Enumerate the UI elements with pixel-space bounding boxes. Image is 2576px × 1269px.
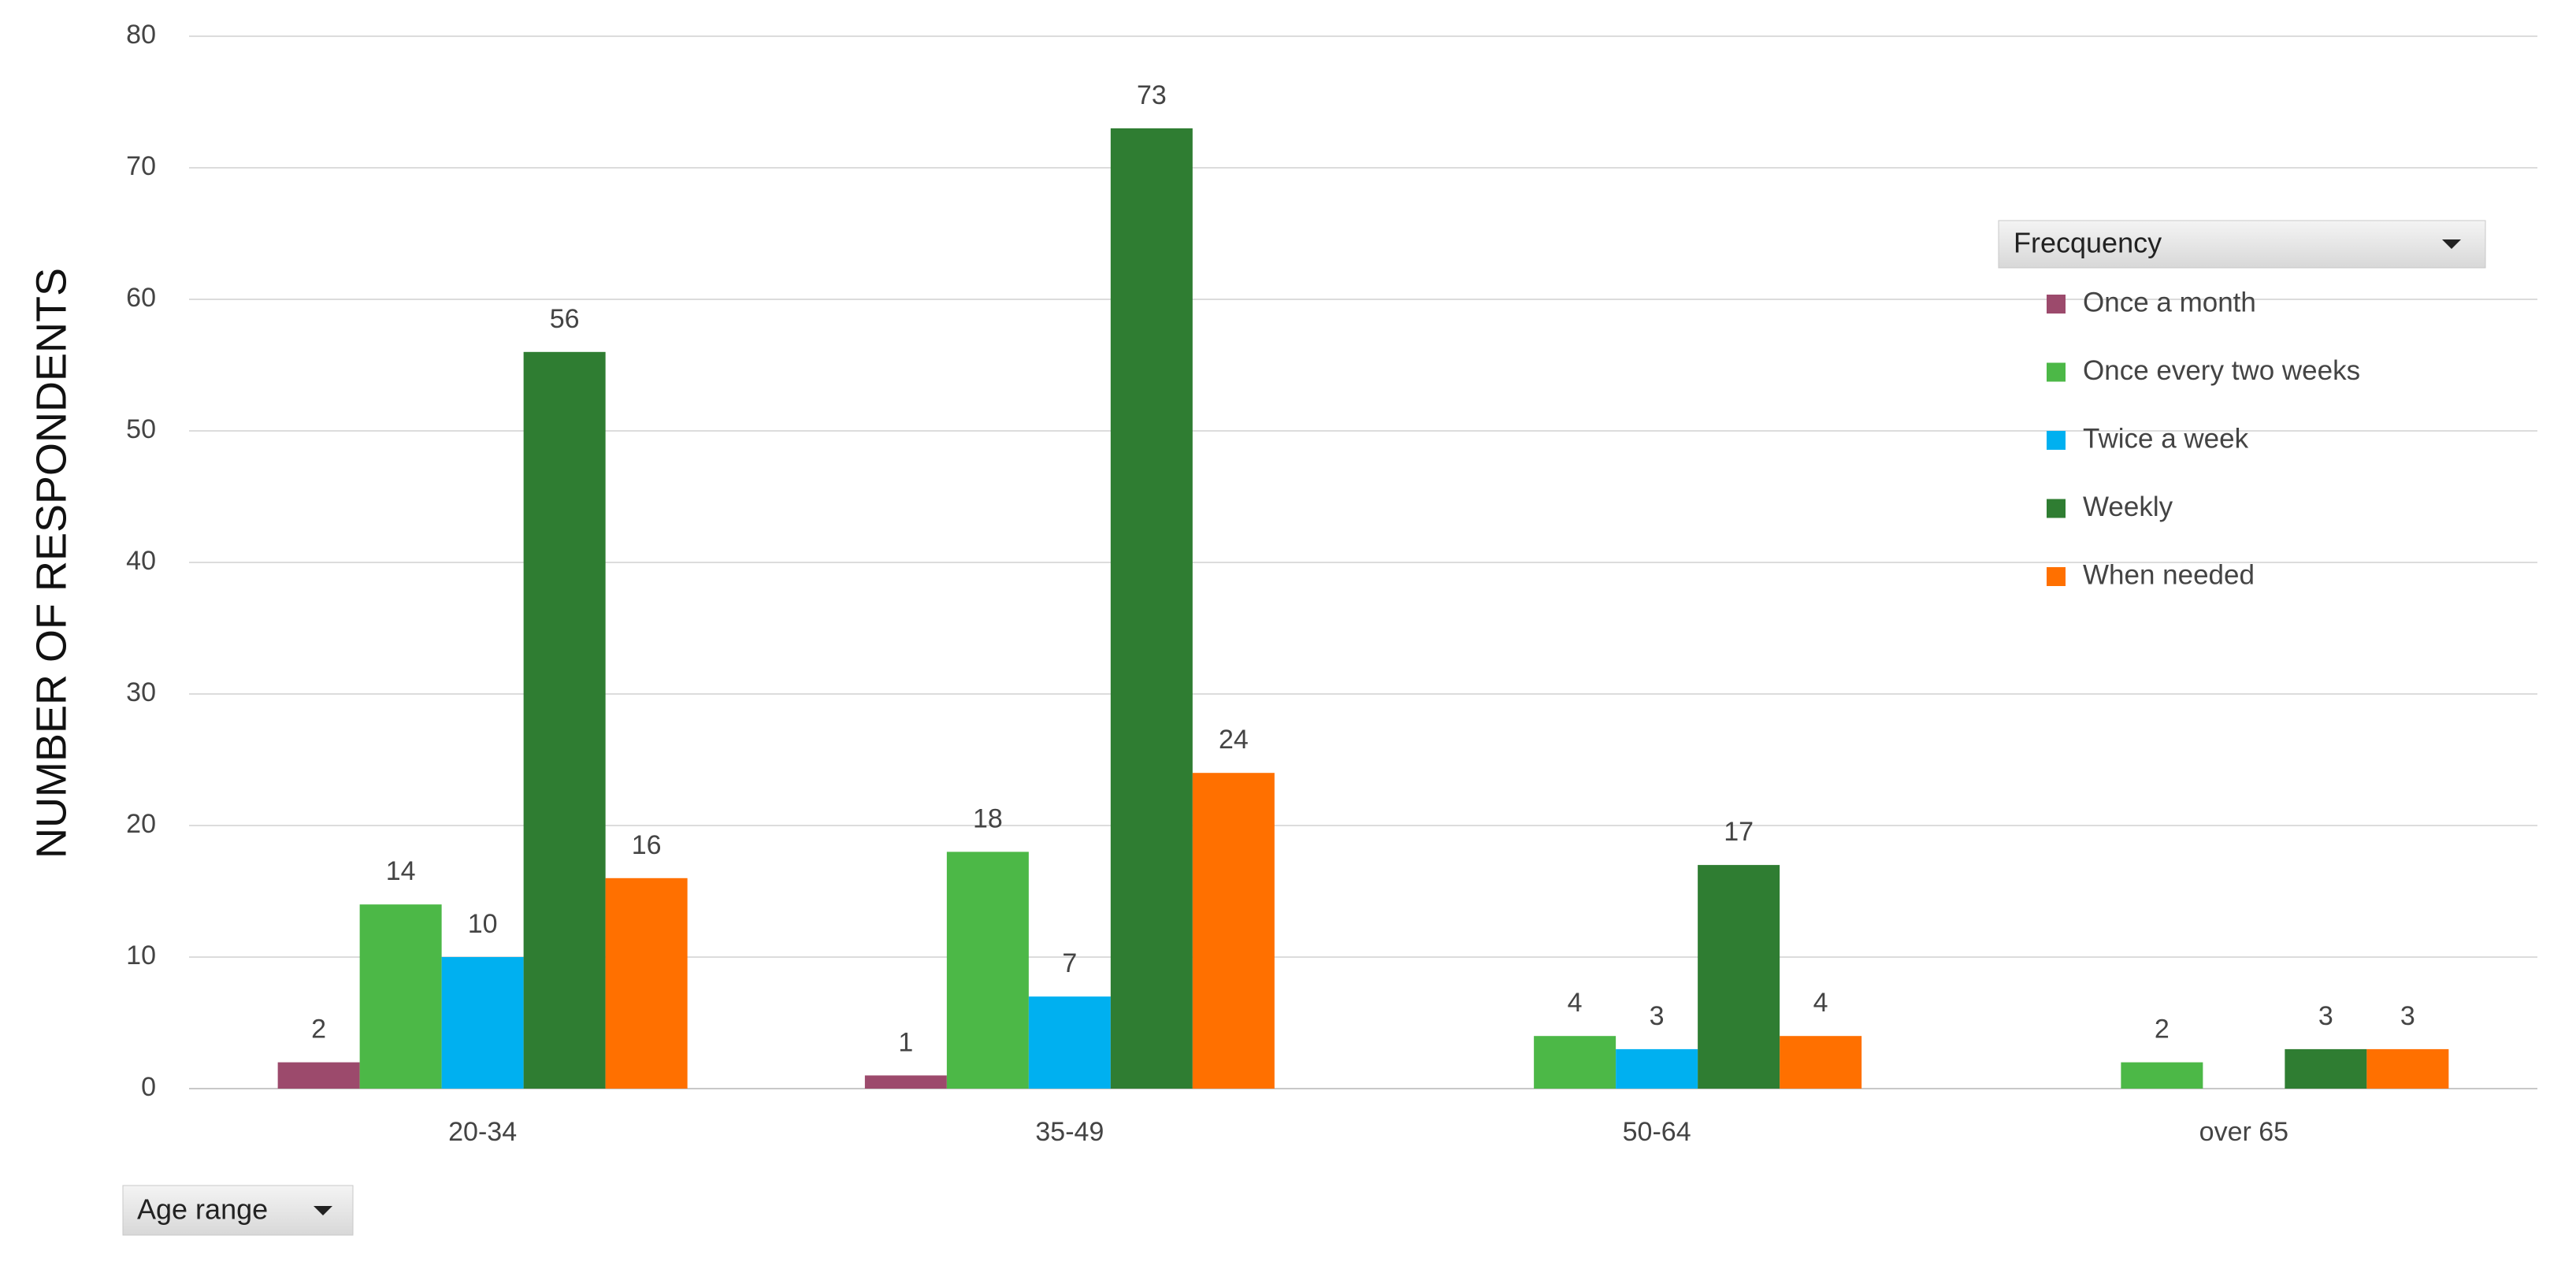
bar xyxy=(1616,1048,1698,1089)
bar xyxy=(277,1062,360,1089)
y-axis-label: NUMBER OF RESPONDENTS xyxy=(28,268,75,859)
data-label: 2 xyxy=(2155,1015,2170,1045)
dropdown-arrow xyxy=(314,1206,332,1215)
data-label: 14 xyxy=(386,856,416,886)
y-tick-label: 50 xyxy=(126,414,156,444)
data-label: 16 xyxy=(632,830,662,860)
y-tick-label: 20 xyxy=(126,809,156,839)
legend-label: Once a month xyxy=(2083,287,2256,317)
legend-label: Twice a week xyxy=(2083,423,2249,454)
legend-filter-button[interactable] xyxy=(1998,220,2486,269)
legend-swatch xyxy=(2047,295,2066,314)
y-tick-label: 10 xyxy=(126,941,156,970)
category-filter-label: Age range xyxy=(137,1193,268,1226)
data-label: 1 xyxy=(898,1027,913,1057)
data-label: 2 xyxy=(311,1015,326,1045)
bar xyxy=(864,1075,947,1089)
y-tick-label: 0 xyxy=(141,1072,156,1102)
y-tick-label: 70 xyxy=(126,151,156,181)
data-label: 4 xyxy=(1813,988,1828,1018)
bar xyxy=(1110,128,1193,1089)
bar xyxy=(441,957,524,1089)
data-label: 4 xyxy=(1568,988,1583,1018)
y-tick-label: 80 xyxy=(126,20,156,50)
y-tick-label: 60 xyxy=(126,283,156,313)
data-label: 24 xyxy=(1219,725,1249,755)
legend-label: Weekly xyxy=(2083,492,2173,522)
legend-label: When needed xyxy=(2083,559,2255,590)
data-label: 73 xyxy=(1137,80,1167,110)
x-tick-label: 35-49 xyxy=(1035,1117,1104,1147)
x-tick-label: 20-34 xyxy=(448,1117,517,1147)
data-label: 18 xyxy=(973,803,1003,833)
legend-swatch xyxy=(2047,567,2066,586)
legend-swatch xyxy=(2047,431,2066,450)
data-label: 56 xyxy=(550,304,580,334)
bar xyxy=(359,904,442,1089)
category-filter-button[interactable] xyxy=(122,1185,354,1236)
data-label: 17 xyxy=(1724,817,1754,847)
bar xyxy=(1534,1036,1616,1089)
data-label: 3 xyxy=(2318,1001,2333,1031)
legend-swatch xyxy=(2047,499,2066,518)
bar xyxy=(605,878,688,1089)
data-label: 10 xyxy=(468,909,498,939)
bar xyxy=(1028,996,1111,1089)
y-tick-label: 40 xyxy=(126,546,156,576)
y-tick-label: 30 xyxy=(126,677,156,707)
data-label: 3 xyxy=(2400,1001,2415,1031)
data-label: 3 xyxy=(1650,1001,1665,1031)
legend-swatch xyxy=(2047,362,2066,382)
bar xyxy=(946,852,1029,1089)
legend-title: Frecquency xyxy=(2014,227,2162,259)
bar xyxy=(523,351,606,1089)
data-label: 7 xyxy=(1062,948,1077,978)
bar xyxy=(1780,1036,1862,1089)
x-tick-label: 50-64 xyxy=(1623,1117,1691,1147)
dropdown-arrow xyxy=(2442,239,2461,249)
x-tick-label: over 65 xyxy=(2199,1117,2288,1147)
bar xyxy=(2121,1062,2203,1089)
bar xyxy=(2285,1048,2367,1089)
legend-label: Once every two weeks xyxy=(2083,355,2360,386)
bar xyxy=(1698,865,1780,1089)
bar xyxy=(1192,773,1275,1089)
bar xyxy=(2366,1048,2449,1089)
